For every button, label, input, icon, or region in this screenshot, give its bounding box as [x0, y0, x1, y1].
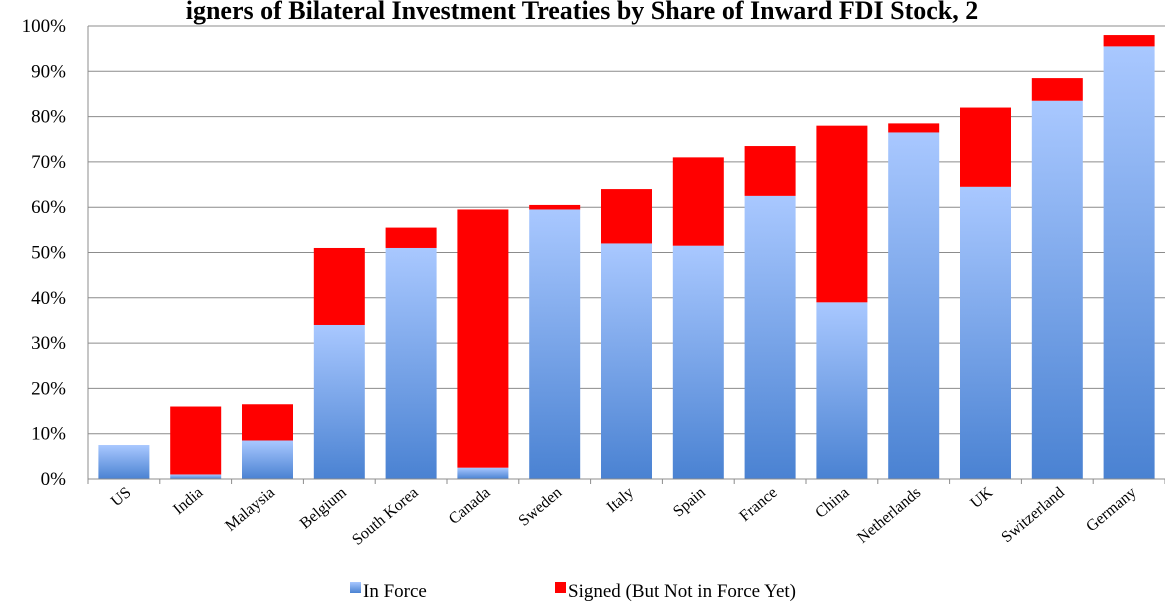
x-tick-label: Sweden	[516, 484, 566, 530]
bar-in-force	[170, 474, 222, 479]
bar-in-force	[744, 195, 796, 479]
x-tick-label: Spain	[670, 484, 709, 520]
x-tick-label: Germany	[1083, 484, 1140, 535]
y-tick-label: 70%	[31, 152, 66, 173]
bar-in-force	[816, 302, 868, 479]
x-tick-label: France	[736, 484, 780, 525]
bar-in-force	[385, 247, 437, 479]
bar-signed	[601, 189, 652, 244]
bar-in-force	[313, 324, 365, 479]
bar-signed	[888, 123, 940, 133]
bar-in-force	[888, 132, 940, 479]
bar-in-force	[457, 467, 509, 479]
x-tick-label: Canada	[446, 484, 494, 528]
bar-signed	[960, 107, 1011, 187]
x-tick-label: China	[812, 484, 852, 522]
x-tick-label: South Korea	[349, 484, 422, 549]
y-tick-label: 30%	[31, 333, 66, 354]
y-tick-label: 10%	[31, 424, 66, 445]
y-tick-label: 20%	[31, 378, 66, 399]
bar-signed	[242, 404, 293, 441]
bar-in-force	[960, 186, 1011, 479]
x-tick-label: Belgium	[297, 484, 351, 533]
bar-in-force	[1103, 46, 1155, 479]
legend-label-signed: Signed (But Not in Force Yet)	[568, 581, 796, 602]
legend-label-in-force: In Force	[363, 581, 427, 602]
bars	[98, 35, 1155, 480]
y-tick-label: 50%	[31, 243, 66, 264]
y-tick-label: 40%	[31, 288, 66, 309]
bar-signed	[457, 209, 509, 468]
x-tick-label: UK	[967, 484, 996, 512]
chart-title: igners of Bilateral Investment Treaties …	[186, 0, 979, 25]
legend-swatch-in-force	[350, 582, 361, 593]
bar-signed	[313, 247, 365, 325]
y-tick-label: 0%	[41, 469, 67, 490]
legend-swatch-signed	[555, 582, 566, 593]
bar-signed	[816, 125, 868, 303]
bar-signed	[529, 204, 581, 210]
bar-signed	[744, 146, 796, 196]
y-tick-label: 90%	[31, 61, 66, 82]
x-tick-label: Netherlands	[854, 484, 924, 547]
bar-signed	[1031, 78, 1083, 101]
bar-in-force	[672, 245, 724, 479]
x-tick-label: Malaysia	[222, 484, 278, 535]
bar-in-force	[1031, 100, 1083, 480]
bar-in-force	[242, 440, 293, 479]
bar-signed	[385, 227, 437, 248]
bar-signed	[672, 157, 724, 246]
x-tick-label: Italy	[604, 484, 637, 516]
y-tick-label: 80%	[31, 107, 66, 128]
legend: In Force Signed (But Not in Force Yet)	[350, 581, 796, 602]
bar-signed	[170, 406, 222, 475]
y-tick-label: 60%	[31, 197, 66, 218]
bar-in-force	[529, 209, 581, 479]
x-tick-label: India	[170, 484, 206, 518]
bar-in-force	[98, 445, 150, 479]
x-tick-label: Switzerland	[998, 484, 1067, 546]
y-tick-label: 100%	[22, 16, 67, 37]
bar-in-force	[601, 243, 652, 479]
bar-signed	[1103, 35, 1155, 47]
x-tick-label: US	[108, 484, 135, 510]
